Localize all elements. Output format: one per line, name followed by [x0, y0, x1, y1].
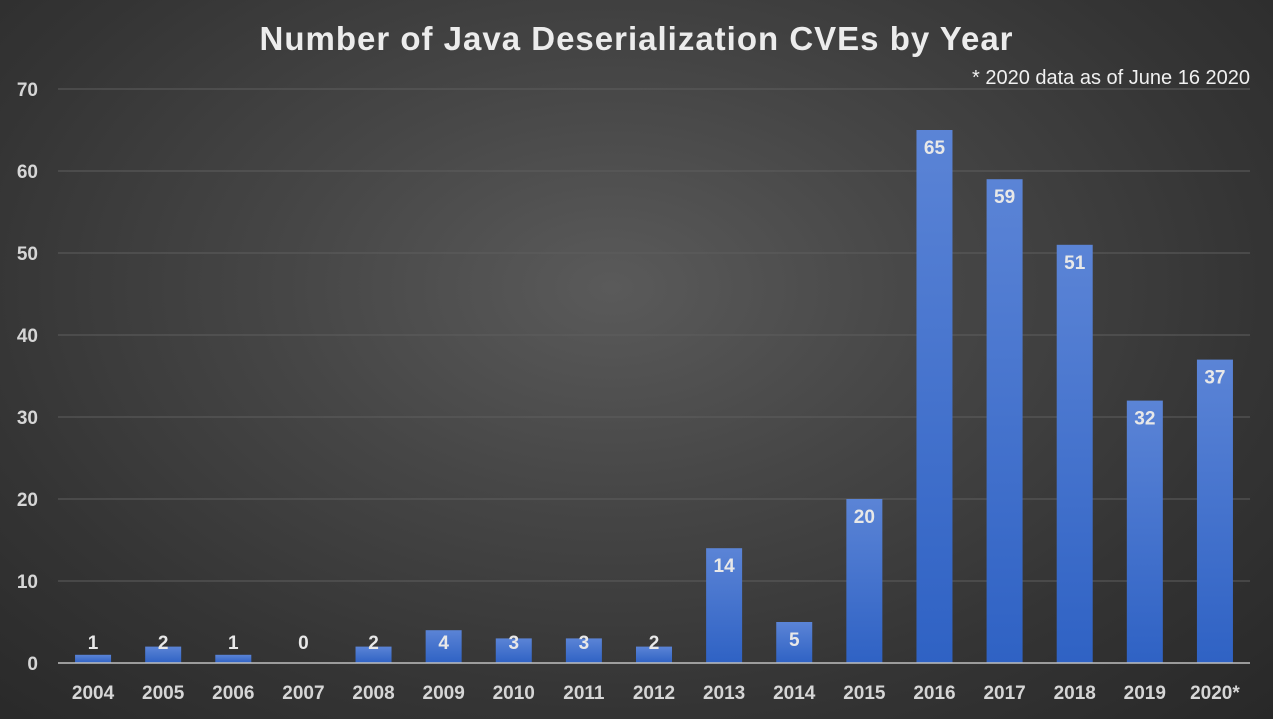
- bars: [75, 130, 1233, 664]
- bar-2020*: [1196, 359, 1233, 663]
- bar-2012: [636, 646, 672, 663]
- data-label-2012: 2: [649, 633, 660, 654]
- x-tick-label: 2018: [1054, 683, 1096, 704]
- bar-2016: [916, 130, 953, 663]
- bar-2018: [1056, 244, 1093, 664]
- x-tick-label: 2013: [703, 683, 745, 704]
- data-label-2020*: 37: [1204, 368, 1225, 389]
- data-label-2018: 51: [1064, 253, 1086, 274]
- y-tick-label: 40: [17, 326, 38, 347]
- bar-2019: [1126, 400, 1163, 663]
- bar-2014: [776, 622, 813, 663]
- bar-2008: [355, 646, 392, 663]
- y-tick-label: 60: [17, 162, 38, 183]
- x-tick-label: 2006: [212, 683, 254, 704]
- data-label-2009: 4: [438, 633, 449, 654]
- bar-2004: [75, 654, 112, 663]
- bar-2011: [565, 638, 602, 663]
- data-label-2015: 20: [854, 507, 875, 528]
- chart-note: * 2020 data as of June 16 2020: [971, 67, 1250, 89]
- x-tick-label: 2007: [282, 683, 324, 704]
- data-label-2005: 2: [158, 633, 169, 654]
- gridlines: [58, 88, 1250, 582]
- bar-2005: [145, 646, 182, 663]
- x-tick-label: 2010: [493, 683, 535, 704]
- y-tick-label: 70: [17, 80, 38, 101]
- data-label-2004: 1: [88, 633, 99, 654]
- y-tick-label: 20: [17, 490, 38, 511]
- data-label-2016: 65: [924, 138, 946, 159]
- x-tick-label: 2020*: [1190, 683, 1240, 704]
- y-tick-label: 50: [17, 244, 38, 265]
- x-tick-label: 2004: [72, 683, 115, 704]
- y-tick-label: 0: [27, 654, 38, 675]
- x-tick-label: 2017: [983, 683, 1025, 704]
- x-tick-label: 2008: [352, 683, 394, 704]
- x-tick-label: 2011: [563, 683, 605, 704]
- bar-2017: [986, 179, 1023, 663]
- data-label-2013: 14: [714, 556, 736, 577]
- data-label-2007: 0: [298, 633, 309, 654]
- chart-title: Number of Java Deserialization CVEs by Y…: [259, 20, 1014, 57]
- data-label-2006: 1: [228, 633, 239, 654]
- data-label-2017: 59: [994, 187, 1015, 208]
- data-label-2011: 3: [579, 633, 590, 654]
- x-tick-label: 2005: [142, 683, 185, 704]
- x-tick-label: 2016: [913, 683, 955, 704]
- bar-2015: [846, 499, 883, 663]
- data-label-2014: 5: [789, 630, 800, 651]
- bar-2009: [425, 630, 462, 663]
- x-tick-label: 2014: [773, 683, 816, 704]
- x-tick-label: 2012: [633, 683, 675, 704]
- bar-2006: [215, 654, 252, 663]
- x-tick-label: 2019: [1124, 683, 1166, 704]
- data-label-2019: 32: [1134, 409, 1155, 430]
- y-tick-label: 10: [17, 572, 38, 593]
- bar-2010: [495, 638, 532, 663]
- data-label-2008: 2: [368, 633, 379, 654]
- data-label-2010: 3: [508, 633, 519, 654]
- x-tick-label: 2015: [843, 683, 886, 704]
- y-tick-label: 30: [17, 408, 38, 429]
- x-tick-label: 2009: [423, 683, 465, 704]
- bar-2013: [706, 548, 743, 663]
